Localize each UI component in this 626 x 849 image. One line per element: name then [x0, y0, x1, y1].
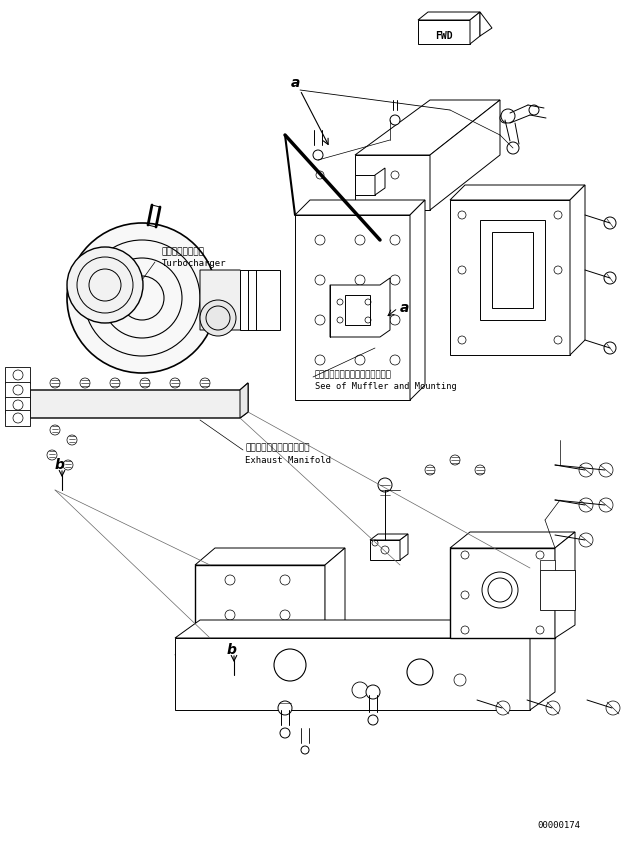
Circle shape: [63, 460, 73, 470]
Text: ターボチャージャ: ターボチャージャ: [162, 248, 205, 256]
Text: See of Muffler and Mounting: See of Muffler and Mounting: [315, 381, 457, 391]
Text: エキゾーストマニホールド: エキゾーストマニホールド: [245, 443, 309, 453]
Polygon shape: [240, 383, 248, 418]
Circle shape: [170, 378, 180, 388]
Polygon shape: [400, 534, 408, 560]
Text: b: b: [227, 643, 237, 657]
Circle shape: [390, 115, 400, 125]
Polygon shape: [195, 565, 325, 660]
Circle shape: [50, 425, 60, 435]
Circle shape: [301, 746, 309, 754]
Bar: [345, 295, 370, 325]
Polygon shape: [470, 12, 480, 44]
Circle shape: [579, 533, 593, 547]
Polygon shape: [30, 383, 248, 418]
Text: FWD: FWD: [435, 31, 453, 41]
Circle shape: [366, 685, 380, 699]
Polygon shape: [355, 155, 430, 210]
Circle shape: [200, 378, 210, 388]
Polygon shape: [5, 382, 30, 398]
Polygon shape: [295, 215, 410, 400]
Text: a: a: [399, 301, 409, 315]
Circle shape: [500, 113, 510, 123]
Circle shape: [529, 105, 539, 115]
Polygon shape: [175, 655, 200, 668]
Polygon shape: [418, 20, 470, 44]
Circle shape: [368, 715, 378, 725]
Circle shape: [110, 378, 120, 388]
Circle shape: [606, 701, 620, 715]
Polygon shape: [540, 570, 575, 610]
Polygon shape: [295, 200, 425, 215]
Polygon shape: [410, 200, 425, 400]
Circle shape: [313, 150, 323, 160]
Text: マフラおよびマウンティング参照: マフラおよびマウンティング参照: [315, 370, 392, 380]
Polygon shape: [570, 185, 585, 355]
Circle shape: [579, 498, 593, 512]
Circle shape: [200, 300, 236, 336]
Polygon shape: [430, 100, 500, 210]
Polygon shape: [330, 278, 390, 337]
Polygon shape: [450, 548, 555, 638]
Circle shape: [140, 378, 150, 388]
Circle shape: [450, 455, 460, 465]
Polygon shape: [175, 620, 555, 638]
Circle shape: [604, 217, 616, 229]
Circle shape: [496, 701, 510, 715]
Polygon shape: [540, 560, 555, 570]
Circle shape: [501, 109, 515, 123]
Text: b: b: [55, 458, 65, 472]
Polygon shape: [325, 548, 345, 660]
Polygon shape: [530, 620, 555, 710]
Polygon shape: [5, 397, 30, 413]
Circle shape: [378, 478, 392, 492]
Polygon shape: [355, 100, 500, 155]
Circle shape: [50, 378, 60, 388]
Bar: [480, 220, 545, 320]
Text: a: a: [290, 76, 300, 90]
Polygon shape: [240, 270, 280, 330]
Bar: [492, 232, 533, 308]
Circle shape: [80, 378, 90, 388]
Circle shape: [604, 272, 616, 284]
Circle shape: [599, 463, 613, 477]
Circle shape: [67, 223, 217, 373]
Polygon shape: [5, 410, 30, 426]
Circle shape: [475, 465, 485, 475]
Text: Exhaust Manifold: Exhaust Manifold: [245, 456, 331, 464]
Polygon shape: [175, 638, 530, 710]
Polygon shape: [200, 270, 245, 330]
Polygon shape: [370, 534, 408, 540]
Polygon shape: [195, 548, 345, 565]
Circle shape: [507, 142, 519, 154]
Polygon shape: [375, 168, 385, 195]
Circle shape: [280, 728, 290, 738]
Polygon shape: [450, 532, 575, 548]
Circle shape: [482, 572, 518, 608]
Circle shape: [604, 342, 616, 354]
Polygon shape: [5, 367, 30, 383]
Circle shape: [67, 247, 143, 323]
Circle shape: [599, 498, 613, 512]
Circle shape: [546, 701, 560, 715]
Polygon shape: [418, 12, 480, 20]
Polygon shape: [480, 12, 492, 36]
Circle shape: [425, 465, 435, 475]
Polygon shape: [450, 200, 570, 355]
Circle shape: [579, 463, 593, 477]
Circle shape: [47, 450, 57, 460]
Circle shape: [67, 435, 77, 445]
Polygon shape: [450, 185, 585, 200]
Circle shape: [278, 701, 292, 715]
Text: 00000174: 00000174: [537, 821, 580, 830]
Polygon shape: [175, 649, 205, 655]
Text: Turbocharger: Turbocharger: [162, 258, 227, 267]
Polygon shape: [555, 532, 575, 638]
Polygon shape: [355, 175, 375, 195]
Polygon shape: [370, 540, 400, 560]
